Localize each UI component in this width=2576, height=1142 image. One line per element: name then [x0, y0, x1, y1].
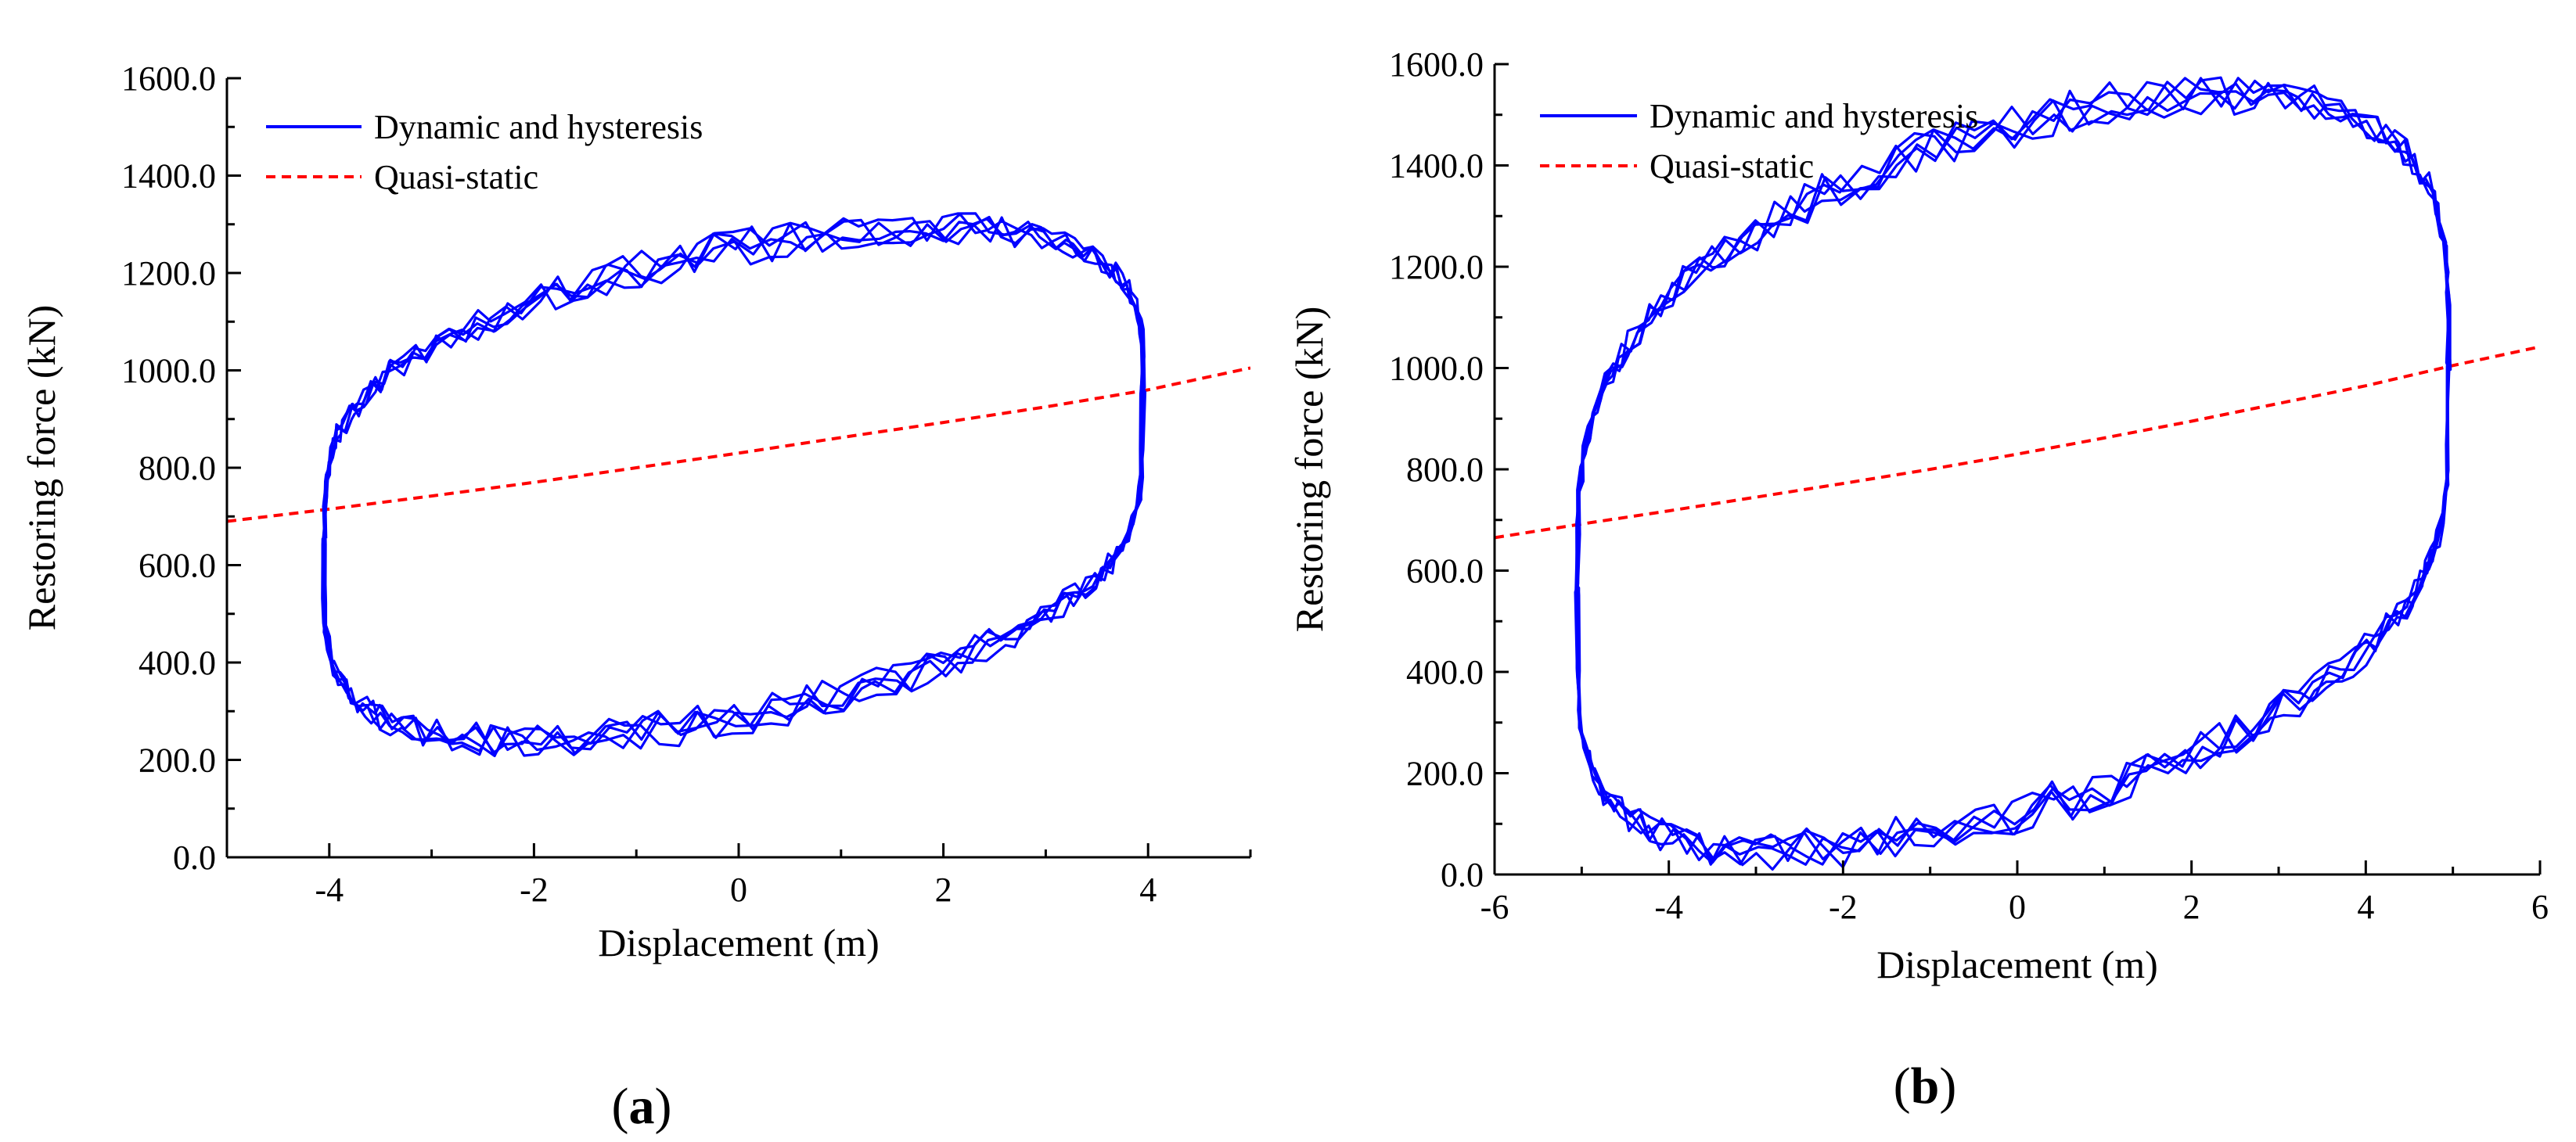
panel-a-series-group: [227, 212, 1250, 758]
y-tick-label: 400.0: [1406, 653, 1484, 691]
legend-label-dynamic: Dynamic and hysteresis: [1650, 97, 1978, 135]
panel-b-caption-letter: b: [1911, 1058, 1940, 1115]
x-tick-label: -2: [1829, 888, 1858, 926]
hysteresis-loop-cycle: [322, 213, 1146, 757]
legend-label-quasi-static: Quasi-static: [1650, 147, 1814, 185]
y-tick-label: 1600.0: [1389, 45, 1484, 84]
y-tick-label: 0.0: [173, 839, 216, 877]
hysteresis-loop-cycle: [1574, 77, 2451, 866]
y-tick-label: 1200.0: [121, 254, 216, 293]
panel-b-series-group: [1495, 76, 2540, 871]
panel-a-chart: 0.0 200.0 400.0 600.0 800.0 1000.0 1200.0 1400.…: [20, 59, 1252, 1135]
panel-b-y-axis-title: Restoring force (kN): [1287, 307, 1331, 633]
quasi-static-line: [1495, 345, 2540, 540]
panel-b-caption: (b): [1894, 1058, 1957, 1115]
y-tick-label: 600.0: [139, 547, 216, 585]
x-tick-label: -4: [1654, 888, 1683, 926]
x-tick-label: 0: [2009, 888, 2026, 926]
legend-label-quasi-static: Quasi-static: [374, 158, 538, 196]
panel-a-axes: 0.0 200.0 400.0 600.0 800.0 1000.0 1200.0 1400.…: [121, 59, 1252, 909]
hysteresis-loop-cycle: [322, 216, 1147, 756]
x-tick-label: -6: [1480, 888, 1509, 926]
panel-a-plot-area: [227, 212, 1250, 758]
hysteresis-loop-cycle: [1574, 77, 2451, 866]
panel-b-plot-area: [1495, 76, 2540, 871]
y-tick-label: 1000.0: [121, 352, 216, 390]
y-tick-label: 800.0: [139, 449, 216, 487]
y-tick-label: 400.0: [139, 644, 216, 682]
hysteresis-loop-cycle: [321, 212, 1146, 758]
panel-a-caption: (a): [612, 1078, 672, 1135]
panel-b-chart: 0.0 200.0 400.0 600.0 800.0 1000.0 1200.0 1400.…: [1287, 45, 2549, 1115]
legend-label-dynamic: Dynamic and hysteresis: [374, 108, 703, 146]
panel-a-y-axis-title: Restoring force (kN): [20, 305, 63, 631]
x-tick-label: 0: [730, 871, 747, 909]
y-tick-label: 200.0: [139, 742, 216, 780]
hysteresis-loop-cycle: [321, 215, 1146, 755]
y-tick-label: 200.0: [1406, 755, 1484, 793]
y-tick-label: 1600.0: [121, 59, 216, 98]
x-tick-label: 6: [2531, 888, 2549, 926]
x-tick-label: -2: [520, 871, 549, 909]
panel-b-axes: 0.0 200.0 400.0 600.0 800.0 1000.0 1200.0 1400.…: [1389, 45, 2549, 926]
x-tick-label: 2: [2183, 888, 2200, 926]
hysteresis-loop-cycle: [1575, 76, 2452, 862]
x-tick-label: 4: [2357, 888, 2374, 926]
panel-a-legend: Dynamic and hysteresis Quasi-static: [266, 108, 703, 196]
y-tick-label: 0.0: [1441, 856, 1484, 894]
panel-a-x-axis-title: Displacement (m): [598, 921, 880, 964]
y-tick-label: 1000.0: [1389, 350, 1484, 388]
y-tick-label: 1400.0: [1389, 147, 1484, 185]
panel-b-x-axis-title: Displacement (m): [1876, 943, 2158, 986]
hysteresis-loop-cycle: [1576, 79, 2451, 871]
quasi-static-line: [227, 366, 1250, 523]
x-tick-label: -4: [315, 871, 344, 909]
x-tick-label: 4: [1139, 871, 1157, 909]
y-tick-label: 1400.0: [121, 157, 216, 196]
panel-a-caption-letter: a: [629, 1078, 655, 1135]
y-tick-label: 600.0: [1406, 552, 1484, 591]
y-tick-label: 800.0: [1406, 451, 1484, 489]
panel-b-legend: Dynamic and hysteresis Quasi-static: [1540, 97, 1978, 185]
y-tick-label: 1200.0: [1389, 248, 1484, 286]
x-tick-label: 2: [935, 871, 952, 909]
hysteresis-loop-cycle: [1575, 82, 2452, 869]
hysteresis-loop-cycle: [322, 217, 1144, 756]
